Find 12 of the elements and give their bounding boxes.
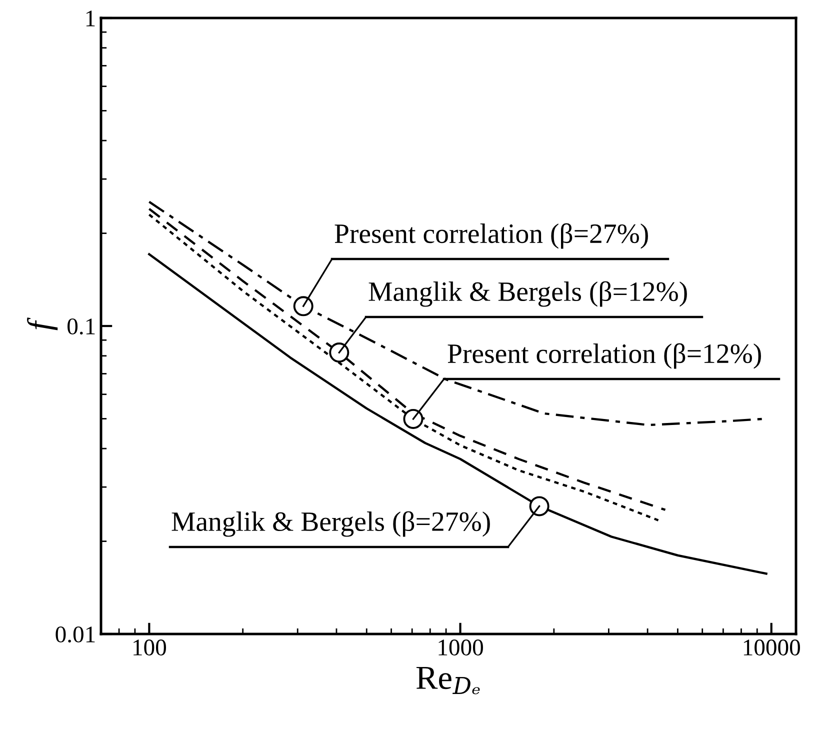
annotation: Present correlation (β=12%) [448, 343, 761, 369]
y-axis-title: f [27, 318, 58, 330]
annotation: Present correlation (β=27%) [334, 223, 648, 249]
y-tick-label: 1 [86, 10, 95, 26]
x-tick-label: 10000 [744, 640, 800, 656]
x-tick-label: 1000 [438, 640, 483, 656]
x-axis-title: Re$_{Dₑ}$ [416, 666, 480, 694]
annotation: Manglik & Bergels (β=27%) [172, 511, 490, 537]
y-tick-label: 0.1 [68, 318, 95, 335]
y-tick-label: 0.01 [56, 626, 95, 643]
annotation: Manglik & Bergels (β=12%) [368, 281, 687, 307]
x-tick-label: 100 [134, 640, 166, 656]
